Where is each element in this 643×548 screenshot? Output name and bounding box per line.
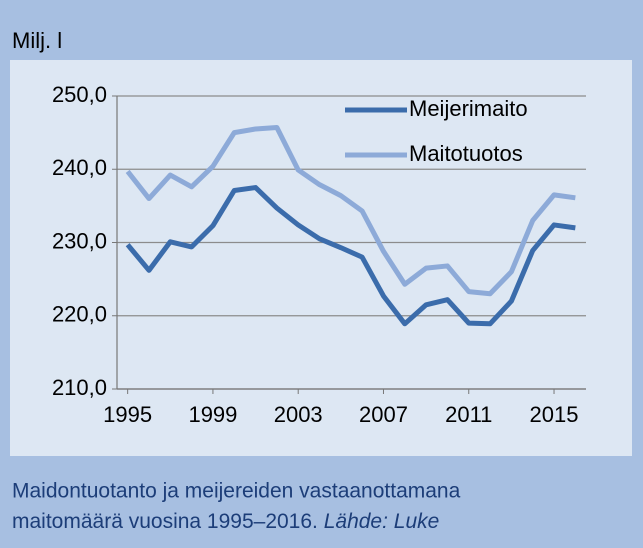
- x-tick-label: 2011: [445, 402, 492, 427]
- series-line: [125, 185, 576, 327]
- caption: maitomäärä vuosina 1995–2016. Lähde: Luk…: [12, 510, 439, 533]
- x-tick-label: 2007: [359, 402, 408, 427]
- x-tick-label: 1999: [188, 402, 237, 427]
- source: Lähde: Luke: [324, 510, 440, 533]
- y-tick-label: 210,0: [52, 375, 107, 400]
- y-tick-label: 220,0: [52, 302, 107, 327]
- unit-label: Milj. l: [12, 28, 62, 53]
- series-line: [125, 124, 576, 297]
- y-tick-label: 240,0: [52, 155, 107, 180]
- caption-line: maitomäärä vuosina 1995–2016.: [12, 510, 318, 533]
- x-tick-label: 1995: [103, 402, 152, 427]
- y-tick-label: 250,0: [52, 82, 107, 107]
- legend-label: Maitotuotos: [409, 141, 523, 166]
- legend-label: Meijerimaito: [409, 96, 528, 121]
- caption: Maidontuotanto ja meijereiden vastaanott…: [12, 480, 461, 503]
- x-tick-label: 2015: [530, 402, 579, 427]
- x-tick-label: 2003: [274, 402, 323, 427]
- y-tick-label: 230,0: [52, 228, 107, 253]
